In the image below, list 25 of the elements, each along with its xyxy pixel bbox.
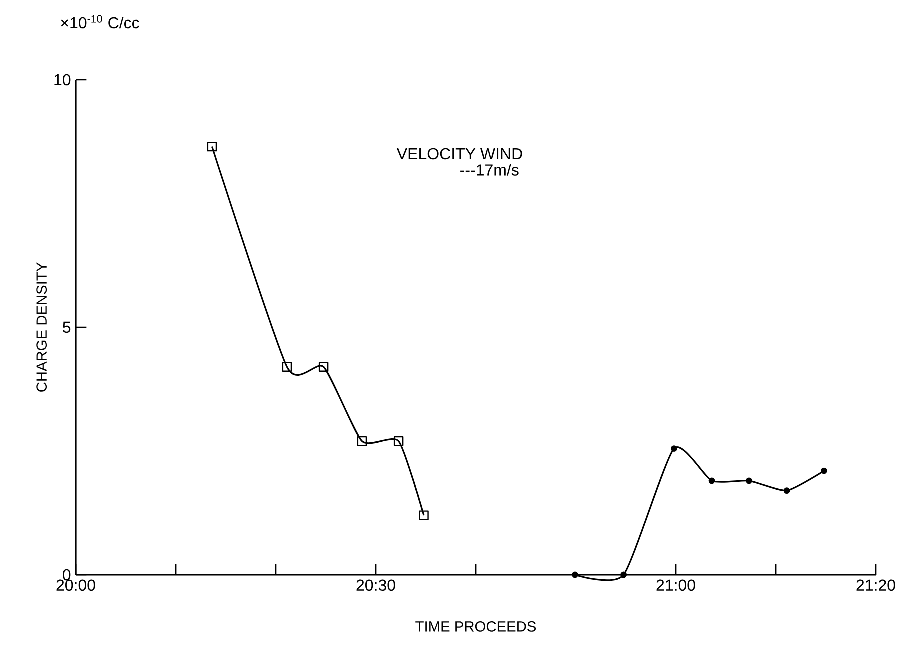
point <box>419 510 429 520</box>
point <box>784 488 790 494</box>
annotation: ---17m/s <box>460 164 519 176</box>
x-tick-label: 21:00 <box>656 580 696 592</box>
point <box>671 446 678 452</box>
y-tick-label: 0 <box>63 569 71 581</box>
y-axis-title: CHARGE DENSITY <box>36 262 48 392</box>
point <box>394 436 404 446</box>
point <box>746 478 752 484</box>
point <box>708 478 716 484</box>
annotation: VELOCITY WIND <box>396 148 522 160</box>
point <box>821 468 828 474</box>
point <box>318 362 329 372</box>
text: ×10$^{-10}$ C/cc <box>61 15 140 29</box>
point <box>282 362 292 372</box>
point <box>207 142 218 152</box>
y-tick-label: 5 <box>63 322 71 334</box>
x-tick-label: 20:00 <box>56 580 96 592</box>
x-tick-label: 21:20 <box>856 580 896 592</box>
x-tick-label: 20:30 <box>356 580 396 592</box>
point <box>357 436 368 446</box>
point <box>572 572 578 578</box>
point <box>620 572 628 578</box>
y-tick-label: 10 <box>54 74 71 86</box>
x-axis-title: TIME PROCEEDS <box>416 622 536 632</box>
